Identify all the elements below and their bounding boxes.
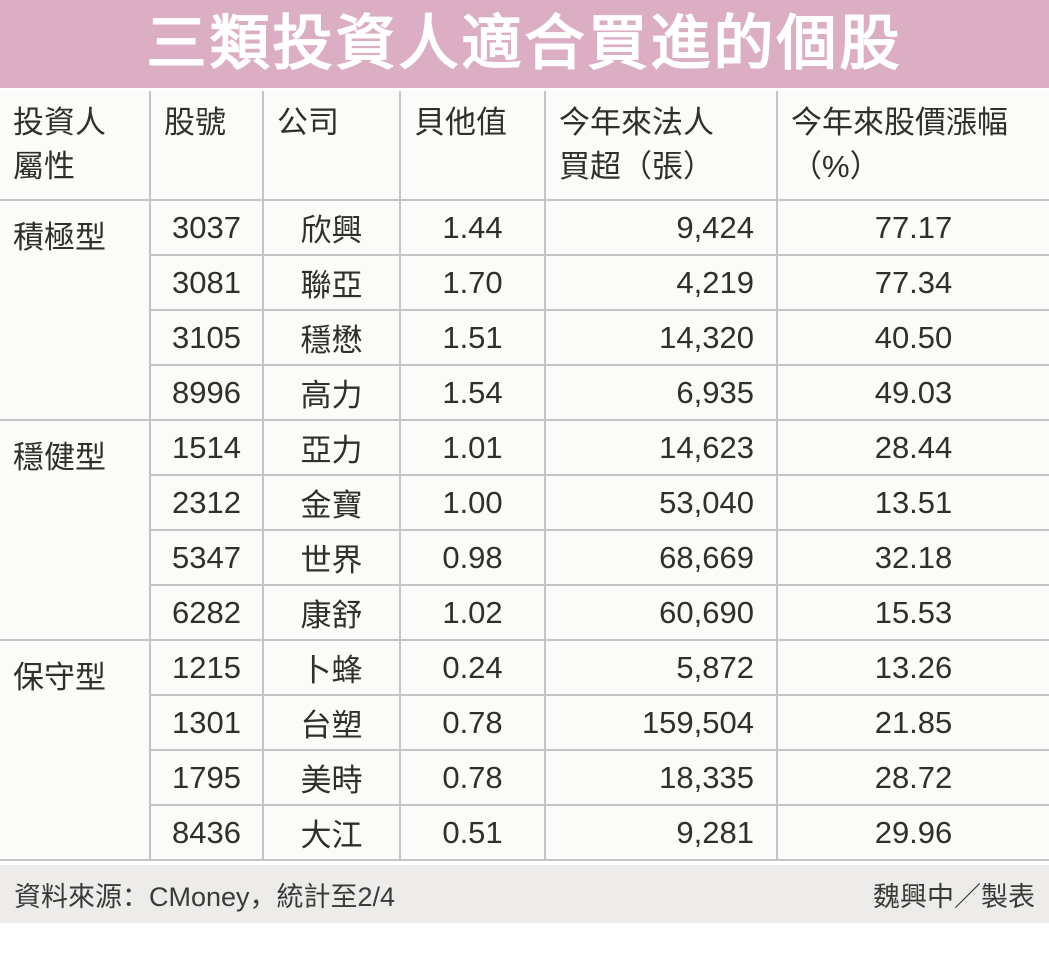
stock-code-cell: 1301: [149, 694, 264, 752]
beta-cell: 0.98: [399, 529, 546, 587]
source-note: 資料來源：CMoney，統計至2/4: [14, 881, 396, 912]
stock-code-cell: 1215: [149, 639, 264, 697]
table-row: 保守型 1215 卜蜂 0.24 5,872 13.26: [0, 639, 1049, 862]
stock-code-cell: 3037: [149, 199, 264, 257]
company-cell: 世界: [262, 529, 401, 587]
net-buy-cell: 53,040: [544, 474, 778, 532]
beta-cell: 1.44: [399, 199, 546, 257]
stock-code-cell: 2312: [149, 474, 264, 532]
table-row: 3105 穩懋 1.51 14,320 40.50: [0, 309, 1049, 367]
header-stock-code: 股號: [149, 91, 264, 202]
page-title: 三類投資人適合買進的個股: [146, 10, 903, 77]
price-change-cell: 21.85: [776, 694, 1049, 752]
price-change-cell: 77.34: [776, 254, 1049, 312]
beta-cell: 1.02: [399, 584, 546, 642]
company-cell: 美時: [262, 749, 401, 807]
company-cell: 台塑: [262, 694, 401, 752]
footer-bar: 資料來源：CMoney，統計至2/4 魏興中／製表: [0, 865, 1049, 924]
price-change-cell: 32.18: [776, 529, 1049, 587]
company-cell: 穩懋: [262, 309, 401, 367]
header-company: 公司: [262, 91, 401, 202]
company-cell: 大江: [262, 804, 401, 862]
table-row: 3081 聯亞 1.70 4,219 77.34: [0, 254, 1049, 312]
credit-note: 魏興中／製表: [873, 881, 1035, 912]
header-investor-type: 投資人 屬性: [0, 91, 151, 202]
table-row: 2312 金寶 1.00 53,040 13.51: [0, 474, 1049, 532]
net-buy-cell: 14,320: [544, 309, 778, 367]
beta-cell: 0.24: [399, 639, 546, 697]
price-change-cell: 77.17: [776, 199, 1049, 257]
beta-cell: 1.01: [399, 419, 546, 477]
investor-type-cell: 保守型: [0, 639, 151, 862]
stock-code-cell: 5347: [149, 529, 264, 587]
net-buy-cell: 14,623: [544, 419, 778, 477]
stock-code-cell: 6282: [149, 584, 264, 642]
net-buy-cell: 4,219: [544, 254, 778, 312]
net-buy-cell: 60,690: [544, 584, 778, 642]
beta-cell: 1.54: [399, 364, 546, 422]
header-price-change: 今年來股價漲幅 （%）: [776, 91, 1049, 202]
price-change-cell: 13.51: [776, 474, 1049, 532]
company-cell: 卜蜂: [262, 639, 401, 697]
stock-code-cell: 3105: [149, 309, 264, 367]
net-buy-cell: 68,669: [544, 529, 778, 587]
company-cell: 康舒: [262, 584, 401, 642]
header-beta: 貝他值: [399, 91, 546, 202]
beta-cell: 0.78: [399, 749, 546, 807]
net-buy-cell: 6,935: [544, 364, 778, 422]
price-change-cell: 13.26: [776, 639, 1049, 697]
company-cell: 金寶: [262, 474, 401, 532]
beta-cell: 1.51: [399, 309, 546, 367]
table-header: 投資人 屬性 股號 公司 貝他值 今年來法人 買超（張） 今年來股價漲幅 （%）: [0, 91, 1049, 202]
company-cell: 聯亞: [262, 254, 401, 312]
price-change-cell: 28.44: [776, 419, 1049, 477]
stock-code-cell: 3081: [149, 254, 264, 312]
stock-code-cell: 8436: [149, 804, 264, 862]
net-buy-cell: 5,872: [544, 639, 778, 697]
stock-table: 投資人 屬性 股號 公司 貝他值 今年來法人 買超（張） 今年來股價漲幅 （%）…: [0, 91, 1049, 862]
price-change-cell: 15.53: [776, 584, 1049, 642]
net-buy-cell: 9,281: [544, 804, 778, 862]
price-change-cell: 29.96: [776, 804, 1049, 862]
price-change-cell: 40.50: [776, 309, 1049, 367]
table-row: 1301 台塑 0.78 159,504 21.85: [0, 694, 1049, 752]
table-body: 積極型 3037 欣興 1.44 9,424 77.17 3081 聯亞 1.70 4,219 77…: [0, 199, 1049, 862]
table-row: 穩健型 1514 亞力 1.01 14,623 28.44: [0, 419, 1049, 642]
company-cell: 欣興: [262, 199, 401, 257]
net-buy-cell: 18,335: [544, 749, 778, 807]
beta-cell: 0.78: [399, 694, 546, 752]
price-change-cell: 49.03: [776, 364, 1049, 422]
table-row: 6282 康舒 1.02 60,690 15.53: [0, 584, 1049, 642]
investor-type-cell: 積極型: [0, 199, 151, 422]
company-cell: 亞力: [262, 419, 401, 477]
title-banner: 三類投資人適合買進的個股: [0, 0, 1049, 88]
table-row: 8996 高力 1.54 6,935 49.03: [0, 364, 1049, 422]
table-header-row: 投資人 屬性 股號 公司 貝他值 今年來法人 買超（張） 今年來股價漲幅 （%）: [0, 91, 1049, 202]
net-buy-cell: 159,504: [544, 694, 778, 752]
table-row: 1795 美時 0.78 18,335 28.72: [0, 749, 1049, 807]
price-change-cell: 28.72: [776, 749, 1049, 807]
header-net-buy: 今年來法人 買超（張）: [544, 91, 778, 202]
investor-type-cell: 穩健型: [0, 419, 151, 642]
stock-code-cell: 1514: [149, 419, 264, 477]
beta-cell: 0.51: [399, 804, 546, 862]
net-buy-cell: 9,424: [544, 199, 778, 257]
table-row: 5347 世界 0.98 68,669 32.18: [0, 529, 1049, 587]
beta-cell: 1.70: [399, 254, 546, 312]
table-row: 積極型 3037 欣興 1.44 9,424 77.17: [0, 199, 1049, 422]
stock-code-cell: 8996: [149, 364, 264, 422]
company-cell: 高力: [262, 364, 401, 422]
table-row: 8436 大江 0.51 9,281 29.96: [0, 804, 1049, 862]
beta-cell: 1.00: [399, 474, 546, 532]
stock-code-cell: 1795: [149, 749, 264, 807]
